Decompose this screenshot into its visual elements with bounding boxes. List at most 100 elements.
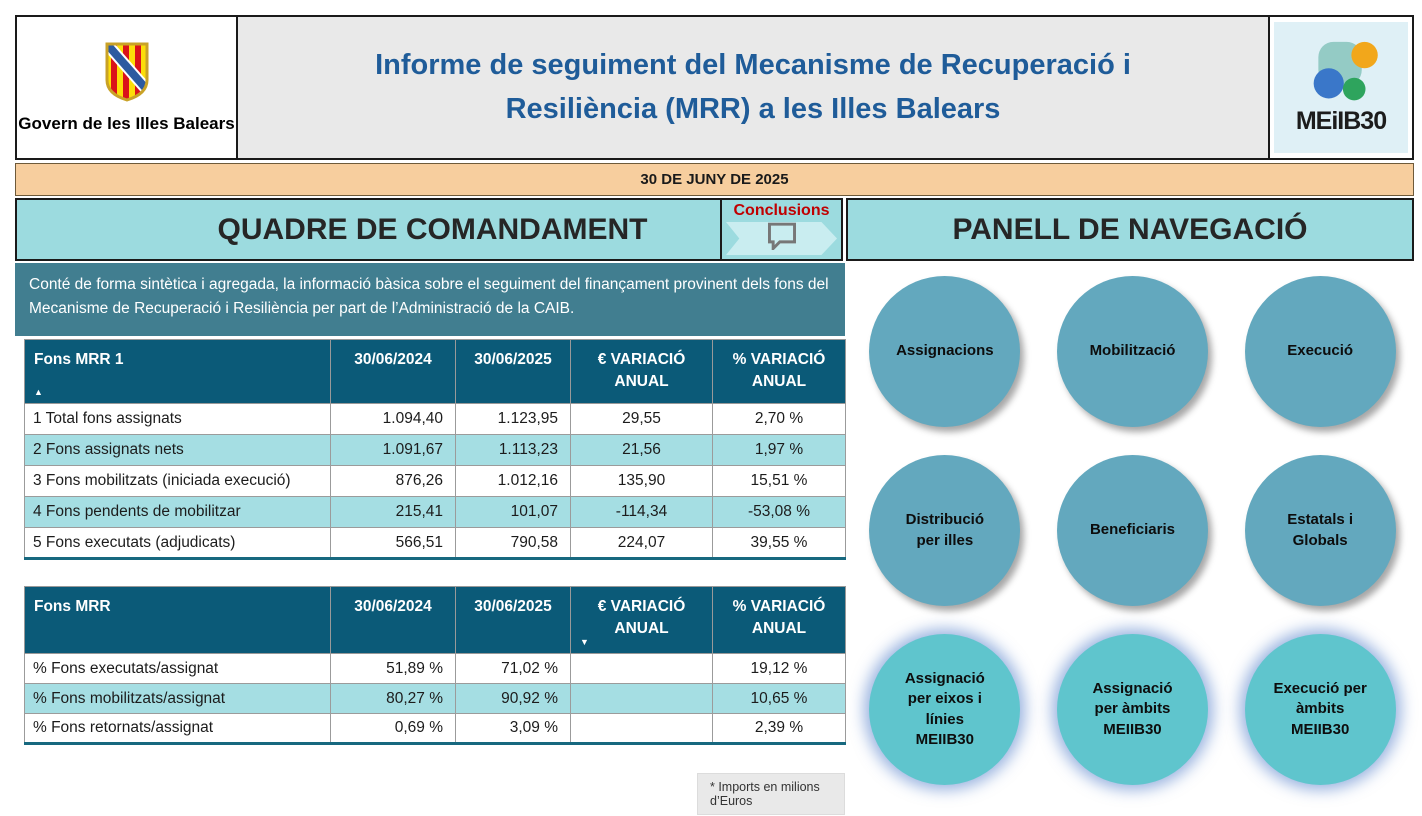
cell-label: % Fons executats/assignat [24, 653, 331, 684]
table-header-row: Fons MRR 30/06/2024 30/06/2025 € VARIACI… [24, 586, 846, 654]
cell-value: 39,55 % [712, 527, 846, 559]
top-header: Govern de les Illes Balears Informe de s… [15, 15, 1414, 160]
conclusions-button[interactable]: Conclusions [720, 198, 843, 261]
cell-value [570, 713, 713, 744]
meiib30-circles-icon [1293, 40, 1389, 111]
cell-label: % Fons retornats/assignat [24, 713, 331, 744]
cell-label: 3 Fons mobilitzats (iniciada execució) [24, 465, 331, 497]
nav-circle-estatals-i-globals[interactable]: Estatals i Globals [1244, 455, 1396, 606]
header-30-06-2025[interactable]: 30/06/2025 [455, 339, 571, 404]
fons-mrr-pct-table: Fons MRR 30/06/2024 30/06/2025 € VARIACI… [24, 586, 846, 745]
cell-value: 1,97 % [712, 434, 846, 466]
navigation-panel: Assignacions Mobilització Execució Distr… [845, 263, 1414, 815]
header-pct-variacio[interactable]: % VARIACIÓ ANUAL [712, 586, 846, 654]
section-title-panell: PANELL DE NAVEGACIÓ [846, 198, 1414, 261]
cell-value: 1.012,16 [455, 465, 571, 497]
cell-value: 566,51 [330, 527, 456, 559]
nav-circle-execucio[interactable]: Execució [1244, 276, 1396, 427]
cell-value: 71,02 % [455, 653, 571, 684]
cell-label: 5 Fons executats (adjudicats) [24, 527, 331, 559]
nav-circle-beneficiaris[interactable]: Beneficiaris [1056, 455, 1208, 606]
sort-ascending-icon[interactable]: ▲ [34, 387, 43, 398]
sort-descending-icon[interactable]: ▼ [580, 637, 589, 648]
cell-value: 135,90 [570, 465, 713, 497]
header-fons-mrr[interactable]: Fons MRR [24, 586, 331, 654]
quadre-column: Conté de forma sintètica i agregada, la … [15, 263, 846, 815]
footnote: * Imports en milions d’Euros [697, 773, 845, 815]
cell-value: 2,70 % [712, 403, 846, 435]
report-title: Informe de seguiment del Mecanisme de Re… [236, 15, 1270, 160]
table-row: % Fons mobilitzats/assignat 80,27 % 90,9… [24, 683, 846, 714]
cell-label: 1 Total fons assignats [24, 403, 331, 435]
header-pct-variacio[interactable]: % VARIACIÓ ANUAL [712, 339, 846, 404]
header-30-06-2024[interactable]: 30/06/2024 [330, 586, 456, 654]
cell-label: 2 Fons assignats nets [24, 434, 331, 466]
table-header-row: Fons MRR 1 ▲ 30/06/2024 30/06/2025 € VAR… [24, 339, 846, 404]
header-eur-variacio[interactable]: € VARIACIÓ ANUAL [570, 339, 713, 404]
cell-value: 215,41 [330, 496, 456, 528]
table-row: 4 Fons pendents de mobilitzar 215,41 101… [24, 496, 846, 528]
nav-circle-mobilitzacio[interactable]: Mobilització [1056, 276, 1208, 427]
meiib30-logo-text: MEiIB30 [1295, 106, 1387, 135]
fons-mrr-1-table: Fons MRR 1 ▲ 30/06/2024 30/06/2025 € VAR… [24, 339, 846, 560]
cell-value: 790,58 [455, 527, 571, 559]
nav-circle-assignacio-ambits-meiib30[interactable]: Assignació per àmbits MEIIB30 [1056, 634, 1208, 785]
conclusions-label: Conclusions [733, 202, 830, 219]
description-box: Conté de forma sintètica i agregada, la … [15, 263, 845, 336]
table-row: 1 Total fons assignats 1.094,40 1.123,95… [24, 403, 846, 435]
cell-value: -53,08 % [712, 496, 846, 528]
cell-label: 4 Fons pendents de mobilitzar [24, 496, 331, 528]
govern-logo-caption: Govern de les Illes Balears [18, 114, 235, 133]
header-label: € VARIACIÓ ANUAL [597, 598, 686, 637]
table-row: % Fons retornats/assignat 0,69 % 3,09 % … [24, 713, 846, 744]
govern-logo: Govern de les Illes Balears [15, 15, 238, 160]
cell-value [570, 653, 713, 684]
cell-value: 1.094,40 [330, 403, 456, 435]
cell-value: 3,09 % [455, 713, 571, 744]
report-title-line2: Resiliència (MRR) a les Illes Balears [505, 92, 1001, 125]
conclusions-arrow [726, 222, 837, 255]
cell-value: 1.091,67 [330, 434, 456, 466]
cell-value: 101,07 [455, 496, 571, 528]
table-row: 2 Fons assignats nets 1.091,67 1.113,23 … [24, 434, 846, 466]
nav-circle-assignacions[interactable]: Assignacions [869, 276, 1021, 427]
header-30-06-2025[interactable]: 30/06/2025 [455, 586, 571, 654]
table-row: % Fons executats/assignat 51,89 % 71,02 … [24, 653, 846, 684]
table-row: 5 Fons executats (adjudicats) 566,51 790… [24, 527, 846, 559]
nav-circle-assignacio-eixos-linies-meiib30[interactable]: Assignació per eixos i línies MEIIB30 [869, 634, 1021, 785]
cell-value: 80,27 % [330, 683, 456, 714]
coat-of-arms-icon [104, 41, 150, 108]
header-eur-variacio[interactable]: € VARIACIÓ ANUAL ▼ [570, 586, 713, 654]
cell-value: 21,56 [570, 434, 713, 466]
cell-value: 224,07 [570, 527, 713, 559]
meiib30-logo: MEiIB30 [1268, 15, 1414, 160]
meiib30-logo-inner: MEiIB30 [1274, 22, 1408, 153]
cell-value: 51,89 % [330, 653, 456, 684]
cell-value: 2,39 % [712, 713, 846, 744]
nav-circle-execucio-ambits-meiib30[interactable]: Execució per àmbits MEIIB30 [1244, 634, 1396, 785]
cell-value: 1.113,23 [455, 434, 571, 466]
section-title-quadre: QUADRE DE COMANDAMENT [15, 198, 722, 261]
header-30-06-2024[interactable]: 30/06/2024 [330, 339, 456, 404]
content: Conté de forma sintètica i agregada, la … [15, 263, 1414, 815]
cell-value: 19,12 % [712, 653, 846, 684]
cell-value: 90,92 % [455, 683, 571, 714]
table-row: 3 Fons mobilitzats (iniciada execució) 8… [24, 465, 846, 497]
date-bar: 30 DE JUNY DE 2025 [15, 163, 1414, 196]
cell-value: 1.123,95 [455, 403, 571, 435]
section-bands: QUADRE DE COMANDAMENT Conclusions PANELL… [15, 198, 1414, 261]
speech-bubble-icon [765, 222, 799, 255]
cell-value: 15,51 % [712, 465, 846, 497]
header-label: Fons MRR 1 [34, 351, 124, 368]
cell-value: 10,65 % [712, 683, 846, 714]
cell-value: 0,69 % [330, 713, 456, 744]
cell-value: 876,26 [330, 465, 456, 497]
header-fons-mrr-1[interactable]: Fons MRR 1 ▲ [24, 339, 331, 404]
cell-value [570, 683, 713, 714]
cell-value: -114,34 [570, 496, 713, 528]
cell-value: 29,55 [570, 403, 713, 435]
report-title-line1: Informe de seguiment del Mecanisme de Re… [375, 49, 1131, 81]
nav-circle-distribucio-per-illes[interactable]: Distribució per illes [869, 455, 1021, 606]
cell-label: % Fons mobilitzats/assignat [24, 683, 331, 714]
